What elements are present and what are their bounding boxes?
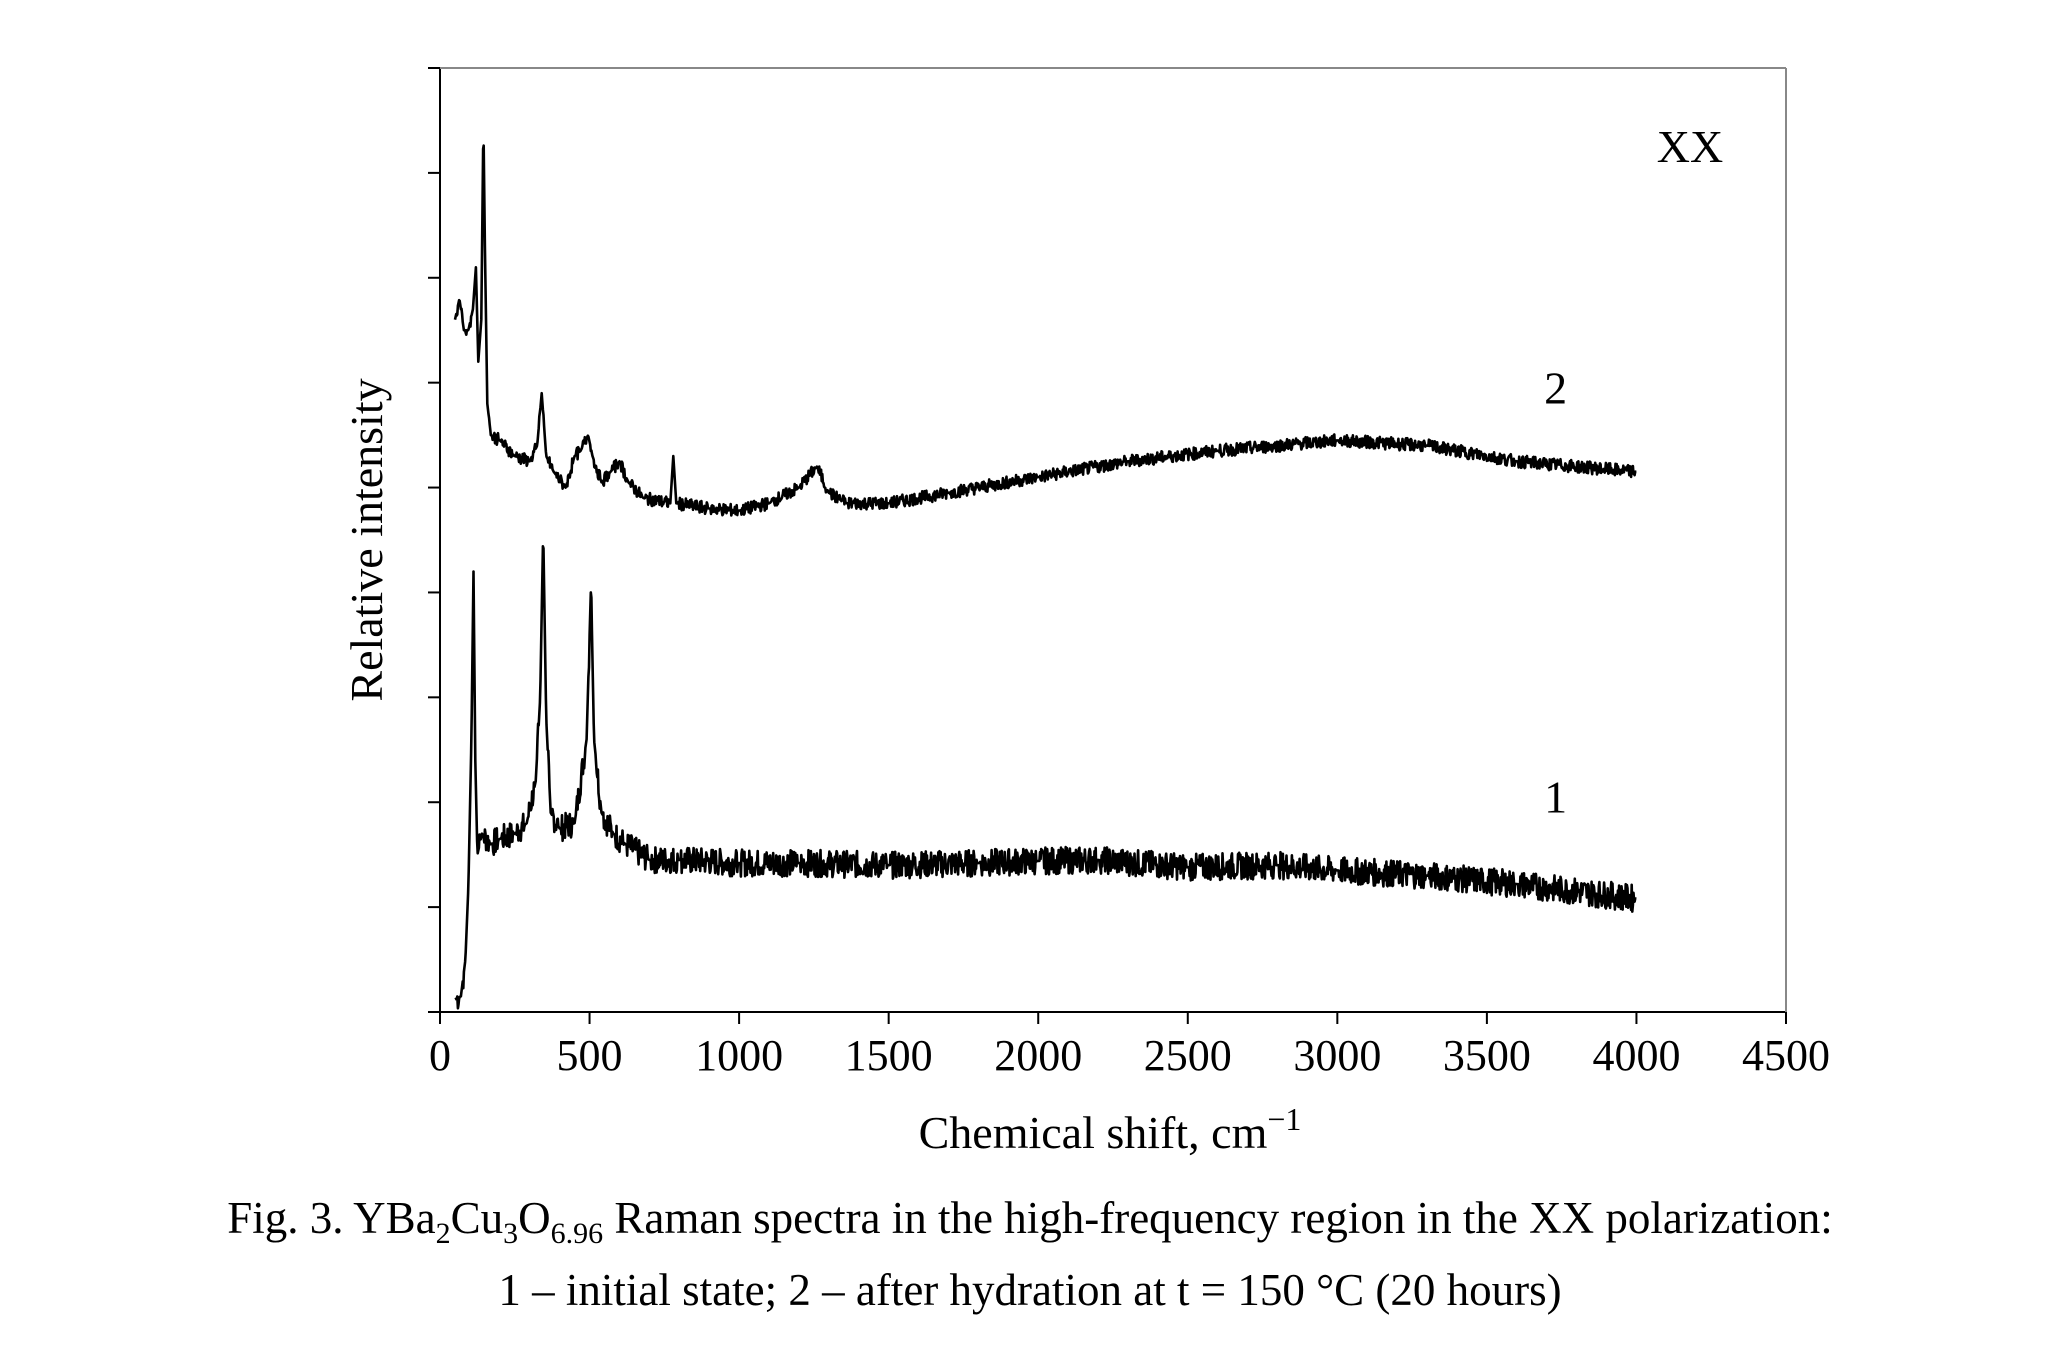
- caption-suffix: Raman spectra in the high-frequency regi…: [603, 1193, 1833, 1243]
- series-line-2: [453, 144, 1638, 517]
- curve-labels: 12: [1544, 363, 1567, 823]
- x-axis-title: Chemical shift, cm−1: [919, 1101, 1302, 1158]
- series-line-1: [454, 545, 1638, 1010]
- x-tick-label: 0: [429, 1031, 451, 1080]
- caption-mid-1: Cu: [450, 1193, 504, 1243]
- x-tick-label: 500: [557, 1031, 623, 1080]
- x-tick-label: 1000: [695, 1031, 783, 1080]
- x-tick-label: 4000: [1592, 1031, 1680, 1080]
- y-ticks: [428, 67, 440, 1013]
- caption-prefix: Fig. 3. YBa: [227, 1193, 436, 1243]
- polarization-annotation: XX: [1657, 121, 1723, 172]
- figure-caption: Fig. 3. YBa2Cu3O6.96 Raman spectra in th…: [0, 1190, 2060, 1318]
- x-axis-title-sup: −1: [1267, 1101, 1301, 1137]
- caption-line-1: Fig. 3. YBa2Cu3O6.96 Raman spectra in th…: [0, 1190, 2060, 1262]
- curve-label-1: 1: [1544, 772, 1567, 823]
- caption-sub-1: 2: [435, 1217, 451, 1250]
- x-tick-label: 1500: [845, 1031, 933, 1080]
- caption-sub-3: 6.96: [550, 1217, 604, 1250]
- x-tick-label: 2000: [994, 1031, 1082, 1080]
- x-tick-label: 2500: [1144, 1031, 1232, 1080]
- raman-spectra-chart: 0 500 1000 1500 2000 2500 3000 3500 4000 4500 12 …: [341, 67, 1830, 1158]
- y-axis-title: Relative intensity: [341, 378, 392, 701]
- curve-label-2: 2: [1544, 363, 1567, 414]
- caption-mid-2: O: [518, 1193, 551, 1243]
- x-tick-label: 3000: [1293, 1031, 1381, 1080]
- x-tick-label: 3500: [1443, 1031, 1531, 1080]
- series-layer: [453, 144, 1638, 1010]
- x-ticks: 0 500 1000 1500 2000 2500 3000 3500 4000 4500: [429, 1012, 1830, 1080]
- caption-line-2: 1 – initial state; 2 – after hydration a…: [498, 1265, 1562, 1315]
- caption-sub-2: 3: [503, 1217, 519, 1250]
- x-axis-title-text: Chemical shift, cm: [919, 1107, 1268, 1158]
- x-tick-label: 4500: [1742, 1031, 1830, 1080]
